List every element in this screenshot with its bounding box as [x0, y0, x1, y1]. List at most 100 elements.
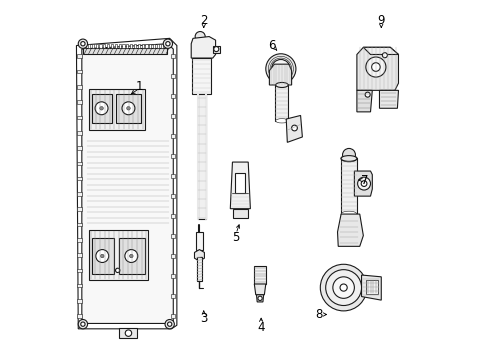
- Bar: [157, 44, 159, 48]
- Bar: [134, 44, 136, 48]
- Ellipse shape: [276, 82, 288, 87]
- Bar: [171, 234, 175, 238]
- Ellipse shape: [341, 155, 357, 162]
- Polygon shape: [76, 39, 177, 329]
- Bar: [196, 257, 202, 281]
- Bar: [92, 44, 94, 48]
- Bar: [96, 44, 98, 48]
- Text: 5: 5: [232, 231, 240, 244]
- Polygon shape: [195, 249, 204, 261]
- Polygon shape: [270, 64, 292, 85]
- Circle shape: [163, 39, 172, 48]
- Circle shape: [361, 181, 367, 186]
- Polygon shape: [254, 284, 266, 295]
- Circle shape: [358, 177, 370, 190]
- Polygon shape: [286, 116, 302, 142]
- Circle shape: [100, 107, 103, 110]
- Bar: [149, 44, 151, 48]
- Bar: [171, 94, 175, 98]
- Circle shape: [122, 102, 135, 115]
- Circle shape: [168, 322, 172, 326]
- Bar: [77, 192, 82, 196]
- Bar: [171, 194, 175, 198]
- Bar: [111, 44, 113, 48]
- Bar: [171, 274, 175, 278]
- Circle shape: [129, 254, 133, 258]
- Polygon shape: [230, 162, 250, 209]
- Polygon shape: [116, 94, 141, 123]
- Bar: [77, 299, 82, 303]
- Polygon shape: [341, 158, 357, 214]
- Bar: [165, 44, 167, 48]
- Bar: [77, 223, 82, 226]
- Polygon shape: [192, 58, 211, 94]
- Bar: [107, 44, 109, 48]
- Circle shape: [340, 284, 347, 291]
- Circle shape: [271, 59, 290, 78]
- Bar: [122, 44, 124, 48]
- Polygon shape: [92, 94, 112, 123]
- Bar: [77, 284, 82, 288]
- Circle shape: [126, 107, 130, 110]
- Circle shape: [326, 270, 362, 306]
- Polygon shape: [120, 328, 137, 338]
- Bar: [77, 315, 82, 318]
- Circle shape: [166, 41, 170, 46]
- Polygon shape: [254, 266, 266, 284]
- Circle shape: [382, 53, 388, 58]
- Ellipse shape: [341, 211, 357, 217]
- Bar: [171, 215, 175, 218]
- Bar: [77, 207, 82, 211]
- Bar: [146, 44, 147, 48]
- Bar: [235, 173, 245, 193]
- Bar: [77, 177, 82, 180]
- Bar: [171, 114, 175, 118]
- Polygon shape: [338, 214, 364, 246]
- Circle shape: [125, 249, 138, 262]
- Circle shape: [214, 46, 219, 51]
- Bar: [77, 131, 82, 135]
- Bar: [77, 269, 82, 272]
- Circle shape: [371, 63, 380, 71]
- Bar: [138, 44, 140, 48]
- Bar: [77, 146, 82, 150]
- Circle shape: [125, 330, 132, 336]
- Bar: [84, 44, 86, 48]
- Bar: [197, 94, 205, 220]
- Text: 9: 9: [377, 14, 385, 27]
- Bar: [77, 253, 82, 257]
- Bar: [171, 294, 175, 298]
- Polygon shape: [191, 37, 216, 58]
- Text: 8: 8: [315, 308, 322, 321]
- Bar: [77, 70, 82, 73]
- Bar: [130, 44, 132, 48]
- Circle shape: [266, 54, 296, 84]
- Polygon shape: [362, 275, 381, 300]
- Bar: [77, 116, 82, 119]
- Polygon shape: [379, 90, 398, 108]
- Polygon shape: [82, 44, 173, 323]
- Bar: [77, 54, 82, 58]
- Bar: [77, 238, 82, 242]
- Polygon shape: [354, 171, 372, 196]
- Circle shape: [116, 268, 120, 273]
- Bar: [77, 85, 82, 89]
- Text: 3: 3: [200, 311, 207, 325]
- Text: 1: 1: [135, 80, 143, 93]
- Circle shape: [95, 102, 108, 115]
- Bar: [103, 44, 105, 48]
- Polygon shape: [256, 295, 264, 302]
- Bar: [366, 280, 378, 294]
- Circle shape: [96, 249, 109, 262]
- Circle shape: [81, 322, 85, 326]
- Bar: [196, 232, 203, 250]
- Polygon shape: [89, 230, 148, 280]
- Ellipse shape: [341, 156, 357, 161]
- Bar: [126, 44, 128, 48]
- Polygon shape: [357, 90, 372, 112]
- Ellipse shape: [276, 119, 288, 123]
- Circle shape: [81, 41, 85, 46]
- Bar: [171, 315, 175, 318]
- Circle shape: [195, 32, 205, 41]
- Bar: [171, 154, 175, 158]
